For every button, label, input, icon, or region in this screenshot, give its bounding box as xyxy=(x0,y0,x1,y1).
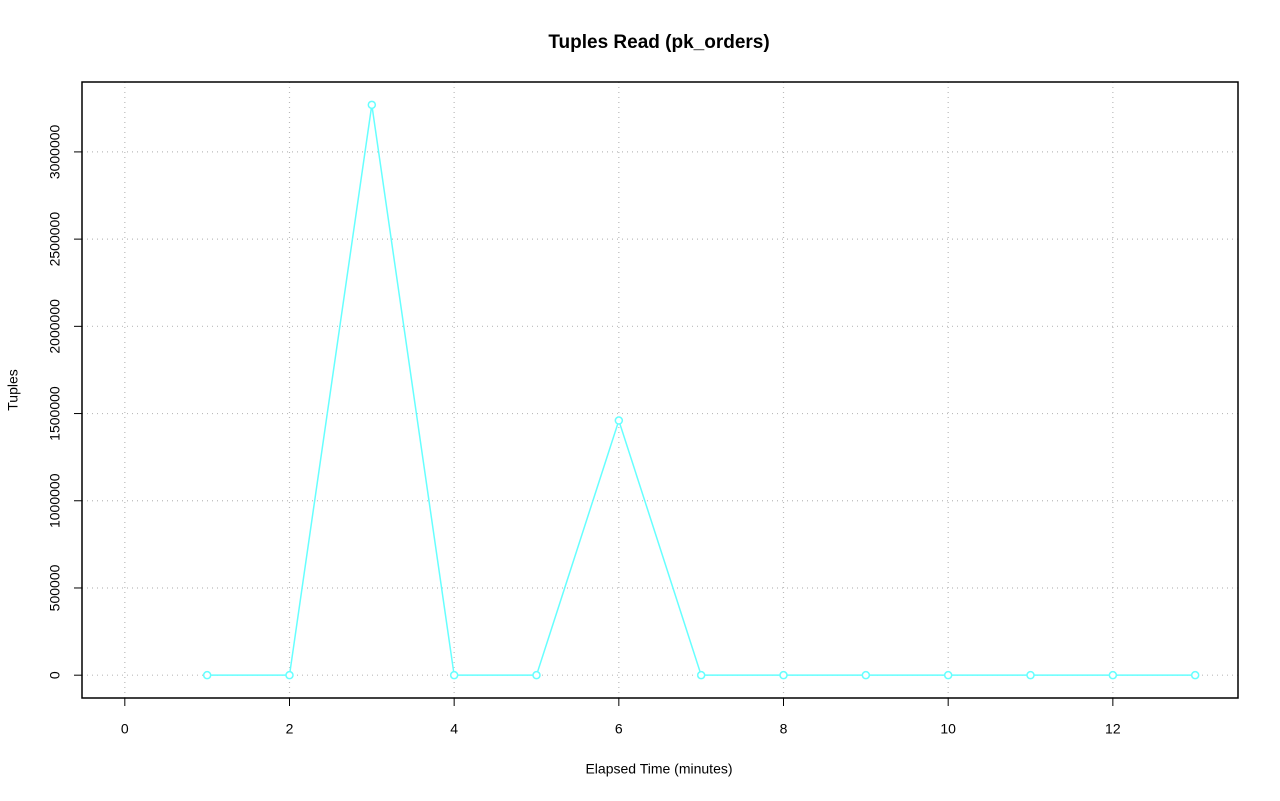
plot-area xyxy=(202,100,1200,680)
data-point xyxy=(202,670,212,680)
data-point xyxy=(943,670,953,680)
y-tick-label: 1500000 xyxy=(47,386,63,441)
data-point xyxy=(532,670,541,680)
x-tick-label: 10 xyxy=(940,721,956,737)
data-point xyxy=(285,670,294,680)
data-point xyxy=(614,416,624,425)
x-tick-label: 4 xyxy=(450,721,458,737)
y-tick-label: 3000000 xyxy=(47,124,63,179)
data-point xyxy=(367,100,377,110)
data-point xyxy=(696,670,706,680)
y-axis-label: Tuples xyxy=(5,369,21,411)
x-tick-label: 12 xyxy=(1105,721,1121,737)
chart-title: Tuples Read (pk_orders) xyxy=(548,32,769,53)
data-point xyxy=(861,670,871,680)
y-tick-label: 2500000 xyxy=(47,212,63,267)
y-tick-label: 500000 xyxy=(47,564,63,611)
x-axis-label: Elapsed Time (minutes) xyxy=(585,761,732,777)
x-tick-label: 2 xyxy=(286,721,294,737)
x-tick-label: 0 xyxy=(121,721,129,737)
data-point xyxy=(1026,670,1035,680)
data-point xyxy=(779,670,788,680)
x-tick-label: 6 xyxy=(615,721,623,737)
data-point xyxy=(1108,670,1118,680)
x-tick-label: 8 xyxy=(780,721,788,737)
data-point xyxy=(449,670,459,680)
y-tick-label: 2000000 xyxy=(47,299,63,354)
plot-frame xyxy=(81,81,1239,699)
y-tick-label: 0 xyxy=(47,671,63,679)
data-point xyxy=(1190,670,1200,680)
y-tick-label: 1000000 xyxy=(47,473,63,528)
